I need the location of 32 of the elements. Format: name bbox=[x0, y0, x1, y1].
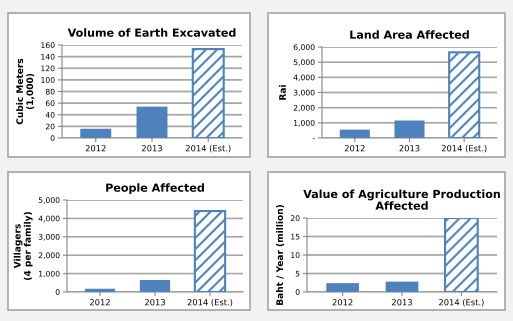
bar bbox=[192, 48, 225, 138]
bar bbox=[80, 128, 112, 138]
bar bbox=[340, 130, 370, 138]
chart-title: Land Area Affected bbox=[350, 30, 469, 39]
y-axis-title: Rai bbox=[278, 85, 286, 100]
bar bbox=[386, 282, 418, 292]
chart-title: Volume of Earth Excavated bbox=[68, 28, 236, 37]
y-axis-title: Baht / Year (million) bbox=[276, 205, 284, 305]
y-axis-title: Villagers (4 per family) bbox=[14, 212, 33, 280]
y-axis-title: Cubic Meters (1,000) bbox=[16, 58, 34, 124]
bar bbox=[394, 120, 425, 138]
chart-title: Value of Agriculture Production Affected bbox=[303, 190, 500, 210]
x-tick-label: 2014 (Est.) bbox=[188, 298, 232, 306]
x-tick-label: 2013 bbox=[142, 145, 162, 152]
x-tick-label: 2014 (Est.) bbox=[439, 298, 484, 306]
x-tick-label: 2012 bbox=[86, 145, 106, 152]
bar bbox=[140, 280, 170, 292]
x-tick-label: 2013 bbox=[145, 299, 165, 306]
x-tick-label: 2012 bbox=[332, 299, 352, 306]
x-tick-label: 2013 bbox=[392, 299, 412, 306]
bar bbox=[448, 51, 480, 138]
bar bbox=[194, 210, 226, 292]
bar bbox=[326, 283, 359, 292]
bar bbox=[136, 106, 168, 138]
x-tick-label: 2014 (Est.) bbox=[442, 144, 486, 152]
bar bbox=[84, 288, 116, 292]
x-tick-label: 2012 bbox=[344, 145, 365, 152]
chart-title: People Affected bbox=[106, 183, 204, 194]
x-tick-label: 2013 bbox=[400, 145, 420, 152]
x-tick-label: 2014 (Est.) bbox=[186, 144, 230, 152]
bar bbox=[444, 218, 479, 292]
x-tick-label: 2012 bbox=[90, 299, 110, 306]
